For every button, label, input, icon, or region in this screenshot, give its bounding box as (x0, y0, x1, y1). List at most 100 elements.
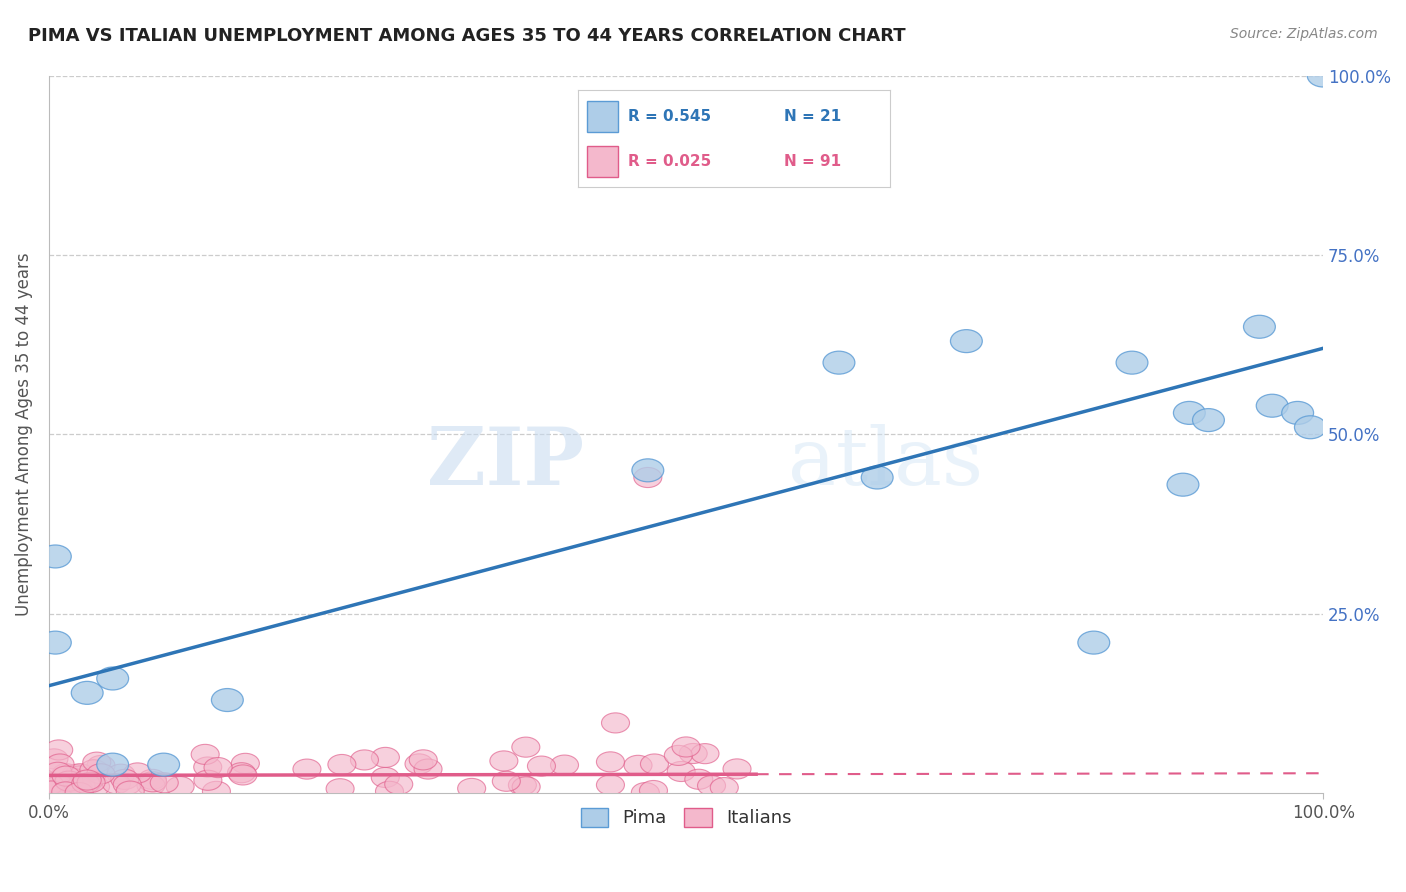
Ellipse shape (97, 753, 128, 776)
Ellipse shape (87, 764, 115, 784)
Ellipse shape (72, 681, 103, 705)
Ellipse shape (75, 772, 103, 792)
Ellipse shape (1282, 401, 1313, 425)
Ellipse shape (59, 772, 87, 793)
Ellipse shape (710, 778, 738, 797)
Ellipse shape (45, 775, 73, 796)
Ellipse shape (211, 689, 243, 712)
Ellipse shape (385, 774, 413, 795)
Ellipse shape (124, 763, 152, 783)
Ellipse shape (39, 632, 72, 654)
Ellipse shape (328, 755, 356, 774)
Text: Source: ZipAtlas.com: Source: ZipAtlas.com (1230, 27, 1378, 41)
Ellipse shape (229, 765, 257, 785)
Ellipse shape (512, 737, 540, 757)
Text: PIMA VS ITALIAN UNEMPLOYMENT AMONG AGES 35 TO 44 YEARS CORRELATION CHART: PIMA VS ITALIAN UNEMPLOYMENT AMONG AGES … (28, 27, 905, 45)
Ellipse shape (326, 779, 354, 799)
Ellipse shape (596, 775, 624, 795)
Ellipse shape (409, 750, 437, 770)
Ellipse shape (413, 759, 441, 779)
Ellipse shape (39, 774, 67, 794)
Ellipse shape (39, 748, 67, 769)
Ellipse shape (38, 780, 66, 800)
Ellipse shape (52, 766, 80, 786)
Text: ZIP: ZIP (427, 425, 583, 502)
Ellipse shape (204, 757, 232, 778)
Ellipse shape (668, 762, 695, 781)
Ellipse shape (1174, 401, 1205, 425)
Ellipse shape (73, 770, 101, 790)
Ellipse shape (697, 776, 725, 796)
Ellipse shape (150, 772, 179, 793)
Ellipse shape (371, 747, 399, 767)
Text: atlas: atlas (787, 425, 983, 502)
Ellipse shape (664, 746, 692, 765)
Ellipse shape (52, 782, 80, 802)
Ellipse shape (1308, 64, 1339, 87)
Ellipse shape (292, 759, 321, 779)
Ellipse shape (148, 753, 180, 776)
Ellipse shape (45, 739, 73, 760)
Ellipse shape (65, 779, 93, 798)
Ellipse shape (66, 764, 94, 784)
Ellipse shape (77, 772, 105, 792)
Ellipse shape (166, 776, 194, 797)
Ellipse shape (136, 775, 165, 796)
Ellipse shape (39, 545, 72, 568)
Ellipse shape (624, 756, 652, 775)
Ellipse shape (52, 764, 80, 784)
Ellipse shape (631, 782, 659, 803)
Ellipse shape (1167, 473, 1199, 496)
Ellipse shape (38, 781, 66, 801)
Ellipse shape (55, 771, 83, 791)
Ellipse shape (1192, 409, 1225, 432)
Ellipse shape (67, 775, 96, 796)
Ellipse shape (723, 759, 751, 779)
Ellipse shape (65, 782, 93, 803)
Ellipse shape (114, 774, 141, 795)
Ellipse shape (489, 751, 517, 771)
Ellipse shape (672, 737, 700, 757)
Ellipse shape (35, 780, 63, 800)
Ellipse shape (44, 763, 72, 782)
Ellipse shape (492, 772, 520, 791)
Ellipse shape (191, 744, 219, 764)
Ellipse shape (117, 781, 145, 801)
Ellipse shape (1295, 416, 1326, 439)
Ellipse shape (509, 775, 537, 795)
Ellipse shape (823, 351, 855, 374)
Ellipse shape (97, 667, 128, 690)
Ellipse shape (640, 780, 668, 801)
Y-axis label: Unemployment Among Ages 35 to 44 years: Unemployment Among Ages 35 to 44 years (15, 252, 32, 616)
Ellipse shape (194, 770, 222, 790)
Ellipse shape (63, 776, 91, 796)
Ellipse shape (60, 769, 89, 789)
Ellipse shape (350, 750, 378, 770)
Legend: Pima, Italians: Pima, Italians (574, 801, 799, 835)
Ellipse shape (375, 781, 404, 801)
Ellipse shape (596, 752, 624, 772)
Ellipse shape (139, 772, 167, 792)
Ellipse shape (527, 756, 555, 776)
Ellipse shape (103, 773, 131, 794)
Ellipse shape (111, 769, 139, 789)
Ellipse shape (602, 713, 630, 733)
Ellipse shape (634, 467, 662, 488)
Ellipse shape (83, 752, 111, 772)
Ellipse shape (685, 769, 713, 789)
Ellipse shape (679, 743, 707, 764)
Ellipse shape (950, 330, 983, 352)
Ellipse shape (1256, 394, 1288, 417)
Ellipse shape (232, 754, 259, 773)
Ellipse shape (690, 744, 718, 764)
Ellipse shape (59, 780, 87, 799)
Ellipse shape (87, 756, 115, 775)
Ellipse shape (202, 781, 231, 801)
Ellipse shape (371, 767, 399, 788)
Ellipse shape (38, 772, 66, 793)
Ellipse shape (512, 777, 540, 797)
Ellipse shape (80, 760, 108, 780)
Ellipse shape (405, 754, 433, 774)
Ellipse shape (35, 774, 63, 795)
Ellipse shape (228, 763, 256, 783)
